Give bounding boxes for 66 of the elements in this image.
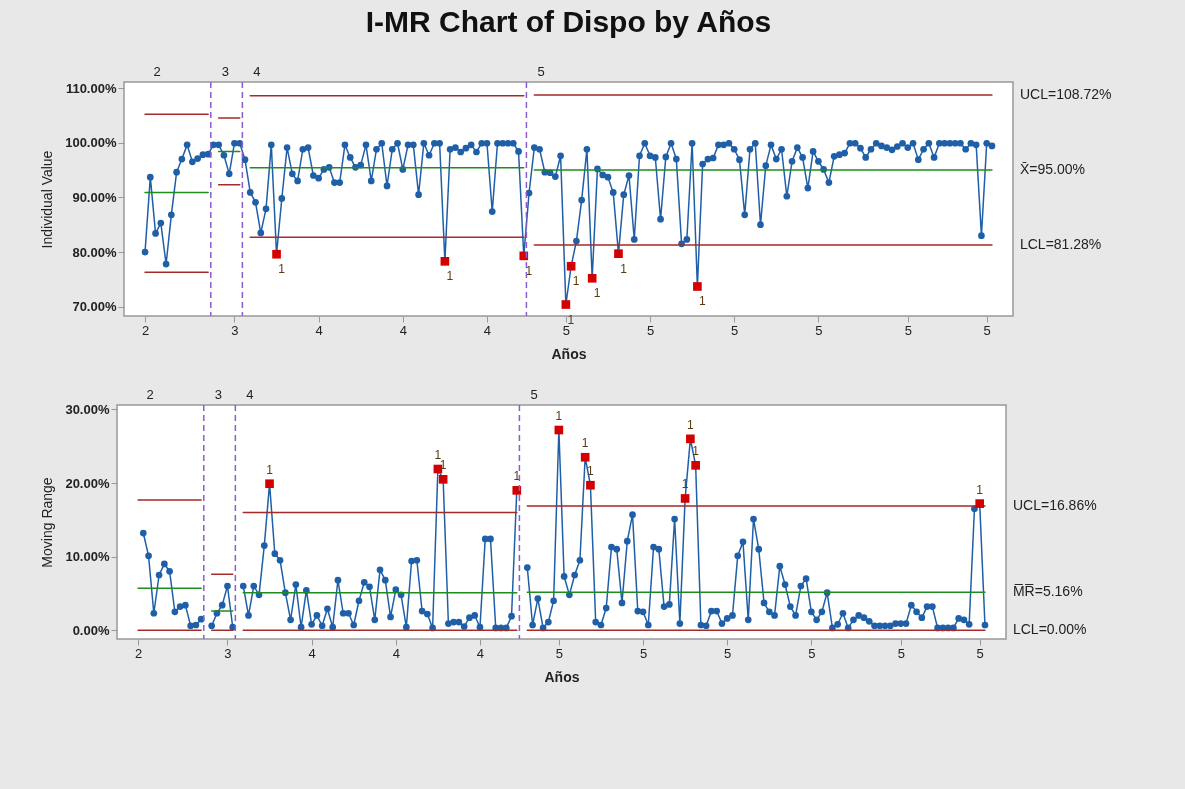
text: 1 [567, 312, 575, 327]
text: 1 [587, 464, 594, 479]
y-tick-label: 20.00% [65, 475, 110, 491]
series-label: 1 [439, 458, 447, 473]
text: 4 [253, 64, 261, 79]
x-tick-label: 5 [815, 322, 823, 338]
y-tick-label: 110.00% [65, 80, 117, 96]
text: 1 [278, 262, 285, 277]
x-axis-title: Años [544, 668, 580, 685]
x-tick-label: 3 [224, 645, 232, 661]
text: LCL=81.28% [1019, 236, 1102, 253]
x-tick-label: 4 [308, 645, 316, 661]
text: 1 [572, 274, 580, 289]
y-tick-label: 0.00% [72, 622, 110, 638]
x-tick-label: 5 [555, 645, 563, 661]
x-tick-label: 3 [231, 322, 239, 338]
x-tick-label: 2 [134, 645, 143, 661]
text: 1 [620, 261, 627, 276]
text: 1 [593, 286, 601, 301]
text: 1 [266, 462, 273, 477]
x-tick-label: 4 [476, 645, 485, 661]
text: 1 [555, 409, 563, 424]
y-tick-label: 90.00% [72, 189, 117, 205]
series-label: 1 [446, 269, 454, 284]
text: 1 [687, 417, 694, 432]
x-tick-label: 5 [646, 322, 655, 338]
y-tick-label: 30.00% [65, 401, 110, 417]
y-tick-label: 70.00% [72, 299, 117, 315]
y-tick-label: 10.00% [65, 549, 110, 565]
x-tick-label: 2 [141, 322, 150, 338]
chart-title: I-MR Chart of Dispo by Años [365, 5, 772, 38]
text: 3 [221, 64, 230, 79]
text: 4 [246, 387, 254, 402]
text: 1 [976, 482, 984, 497]
x-tick-label: 5 [976, 645, 984, 661]
x-tick-label: 5 [639, 645, 648, 661]
x-tick-label: 5 [808, 645, 816, 661]
text: 5 [537, 64, 545, 79]
text: X̄=95.00% [1019, 161, 1085, 178]
text: 1 [434, 448, 442, 463]
text: 3 [214, 387, 223, 402]
text: 2 [146, 387, 154, 402]
text: 1 [692, 444, 699, 459]
y-axis-title: Individual Value [39, 150, 56, 249]
text: M̅R̅=5.16% [1012, 583, 1083, 600]
y-axis-title: Moving Range [39, 477, 56, 568]
x-tick-label: 4 [399, 322, 407, 338]
text: 1 [699, 294, 706, 309]
text: 2 [153, 64, 161, 79]
x-tick-label: 5 [724, 645, 732, 661]
x-axis-title: Años [551, 345, 587, 362]
x-tick-label: 5 [897, 645, 905, 661]
x-tick-label: 5 [983, 322, 991, 338]
text: UCL=108.72% [1019, 86, 1112, 103]
y-tick-label: 80.00% [72, 244, 117, 260]
text: 5 [530, 387, 538, 402]
text: LCL=0.00% [1012, 621, 1087, 638]
x-tick-label: 4 [483, 322, 492, 338]
x-tick-label: 5 [731, 322, 739, 338]
x-tick-label: 5 [904, 322, 912, 338]
y-tick-label: 100.00% [65, 135, 117, 151]
text: UCL=16.86% [1012, 497, 1097, 514]
x-tick-label: 4 [392, 645, 400, 661]
x-tick-label: 5 [562, 322, 570, 338]
text: 1 [581, 436, 589, 451]
x-tick-label: 4 [315, 322, 323, 338]
